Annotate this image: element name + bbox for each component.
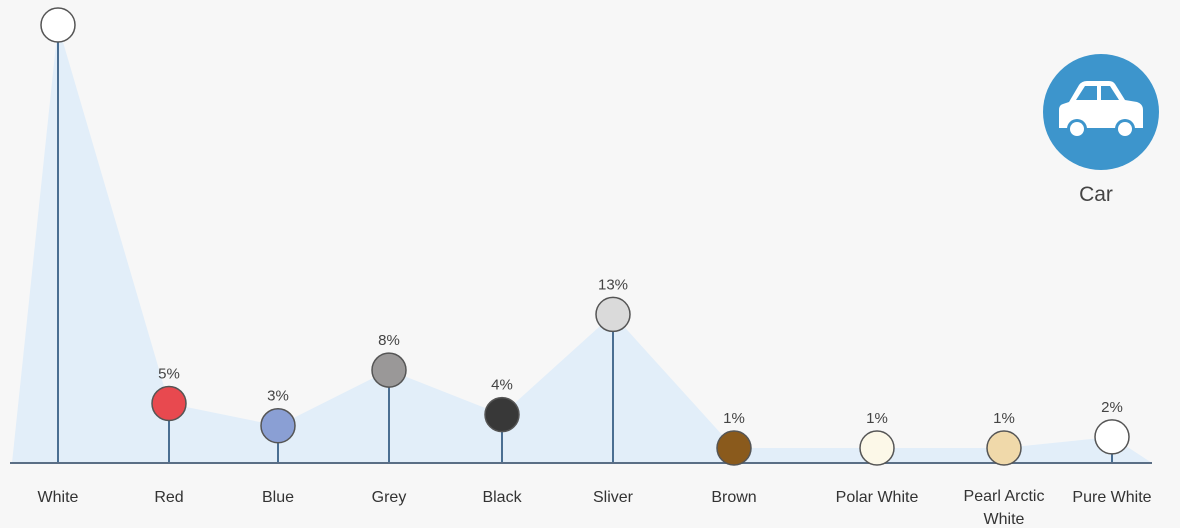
category-label-black: Black [482, 489, 522, 506]
category-label-brown: Brown [711, 489, 756, 506]
marker-white [40, 7, 76, 43]
badge-label: Car [1079, 183, 1113, 206]
value-label-grey: 8% [378, 332, 400, 349]
value-label-black: 4% [491, 377, 513, 394]
car-icon [1059, 81, 1143, 139]
value-label-polar-white: 1% [866, 410, 888, 427]
value-label-pearl-arctic-white: 1% [993, 410, 1015, 427]
car-badge: Car [1043, 54, 1159, 206]
category-label-blue: Blue [262, 489, 294, 506]
value-label-blue: 3% [267, 388, 289, 405]
marker-grey [371, 352, 407, 388]
area-fill [12, 25, 1152, 463]
value-label-sliver: 13% [598, 276, 628, 293]
value-label-pure-white: 2% [1101, 399, 1123, 416]
category-label-polar-white: Polar White [836, 489, 919, 506]
marker-sliver [595, 296, 631, 333]
category-label-red: Red [154, 489, 183, 506]
category-label-sliver: Sliver [593, 489, 634, 506]
value-label-brown: 1% [723, 410, 745, 427]
marker-polar-white [859, 430, 895, 466]
category-label-pure-white: Pure White [1072, 489, 1151, 506]
marker-brown [716, 430, 752, 466]
marker-red [151, 385, 187, 422]
marker-blue [260, 407, 296, 444]
marker-pearl-arctic-white [986, 430, 1022, 466]
marker-pure-white [1094, 419, 1130, 455]
category-label-grey: Grey [372, 489, 407, 506]
value-label-red: 5% [158, 365, 180, 382]
category-label-white: White [38, 489, 79, 506]
category-label-pearl-arctic-white: Pearl Arctic White [964, 488, 1045, 528]
value-label-white: 39% [43, 0, 73, 4]
marker-black [484, 396, 520, 433]
